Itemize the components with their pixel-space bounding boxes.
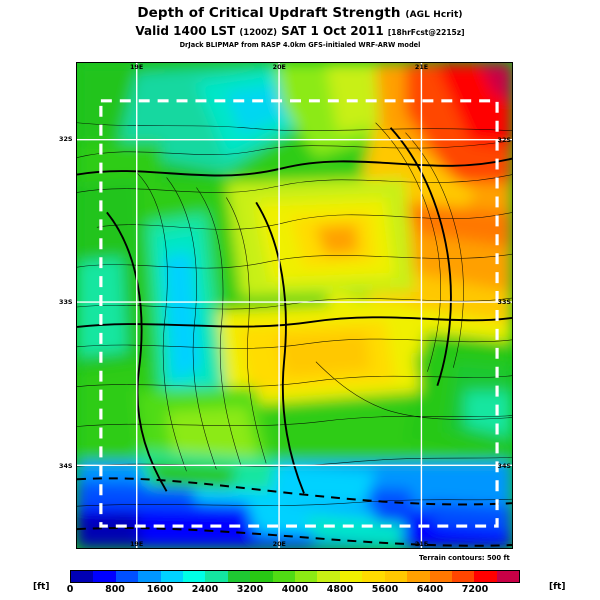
lat-tick-left-33s: 33S [59, 298, 73, 306]
colorbar-tick-6400: 6400 [416, 584, 444, 595]
graticule-gridlines [77, 63, 512, 548]
colorbar-tick-800: 800 [105, 584, 125, 595]
lon-tick-top-19e: 19E [129, 63, 144, 71]
colorbar-swatch-11 [317, 571, 340, 582]
colorbar-tick-4000: 4000 [281, 584, 309, 595]
colorbar-swatch-7 [227, 571, 251, 582]
lon-tick-bottom-21e: 21E [414, 540, 429, 548]
page-title-suffix: (AGL Hcrit) [405, 10, 463, 20]
colorbar-swatch-2 [115, 571, 139, 582]
colorbar-swatch-18 [474, 571, 497, 582]
valid-time-date: SAT 1 Oct 2011 [281, 24, 384, 38]
domain-boundary-box [99, 99, 499, 528]
title-block: Depth of Critical Updraft Strength (AGL … [0, 6, 600, 50]
terrain-contours-bold [77, 127, 512, 494]
valid-time-main: Valid 1400 LST [135, 24, 236, 38]
colorbar-tick-1600: 1600 [146, 584, 174, 595]
coastline-dashed [77, 477, 512, 547]
colorbar-swatch-10 [295, 571, 318, 582]
page-title-text: Depth of Critical Updraft Strength [137, 5, 401, 21]
colorbar-swatch-17 [451, 571, 475, 582]
colorbar-swatch-6 [205, 571, 228, 582]
colorbar-swatch-16 [429, 571, 452, 582]
colorbar-swatch-19 [496, 571, 520, 582]
scalar-field [77, 63, 512, 548]
colorbar-swatch-15 [407, 571, 430, 582]
colorbar-tick-7200: 7200 [461, 584, 489, 595]
colorbar-swatch-1 [93, 571, 116, 582]
lon-tick-bottom-19e: 19E [129, 540, 144, 548]
lon-tick-top-21e: 21E [414, 63, 429, 71]
colorbar-swatch-9 [272, 571, 296, 582]
colorbar-tick-0: 0 [66, 584, 74, 595]
colorbar-swatch-12 [339, 571, 363, 582]
lat-tick-right-32s: 32S [497, 135, 512, 144]
colorbar-gradient [70, 570, 520, 583]
colorbar-tick-labels: 0 800 1600 2400 3200 4000 4800 5600 6400 7200 [66, 584, 520, 598]
colorbar-tick-5600: 5600 [371, 584, 399, 595]
colorbar-unit-right: [ft] [549, 582, 566, 592]
valid-time-line: Valid 1400 LST (1200Z) SAT 1 Oct 2011 [1… [0, 24, 600, 40]
colorbar-swatch-4 [160, 571, 184, 582]
colorbar: [ft] 0 800 1600 2400 3200 4000 4800 5600 6400 720… [0, 566, 600, 600]
colorbar-swatch-14 [384, 571, 408, 582]
colorbar-unit-left: [ft] [33, 582, 50, 592]
colorbar-tick-3200: 3200 [236, 584, 264, 595]
colorbar-swatch-13 [362, 571, 385, 582]
colorbar-swatch-3 [138, 571, 161, 582]
colorbar-swatch-8 [250, 571, 273, 582]
valid-time-fcst: [18hrFcst@2215z] [387, 28, 465, 37]
lon-tick-bottom-20e: 20E [272, 540, 286, 548]
colorbar-swatch-0 [71, 571, 94, 582]
lat-tick-left-32s: 32S [59, 135, 73, 143]
colorbar-tick-4800: 4800 [326, 584, 354, 595]
page-title: Depth of Critical Updraft Strength (AGL … [0, 6, 600, 23]
terrain-contour-note: Terrain contours: 500 ft [419, 554, 510, 562]
forecast-map[interactable]: 19E 20E 21E 19E 20E 21E 32S 33S 34S [76, 62, 513, 549]
colorbar-tick-2400: 2400 [191, 584, 219, 595]
lat-tick-left-34s: 34S [59, 462, 73, 470]
colorbar-swatch-5 [183, 571, 206, 582]
map-raster [77, 63, 512, 548]
lat-tick-right-34s: 34S [497, 461, 512, 470]
lat-tick-right-33s: 33S [497, 298, 512, 307]
valid-time-utc: (1200Z) [239, 28, 277, 38]
model-credit: DrJack BLIPMAP from RASP 4.0km GFS-initi… [179, 41, 421, 49]
lon-tick-top-20e: 20E [272, 63, 286, 71]
